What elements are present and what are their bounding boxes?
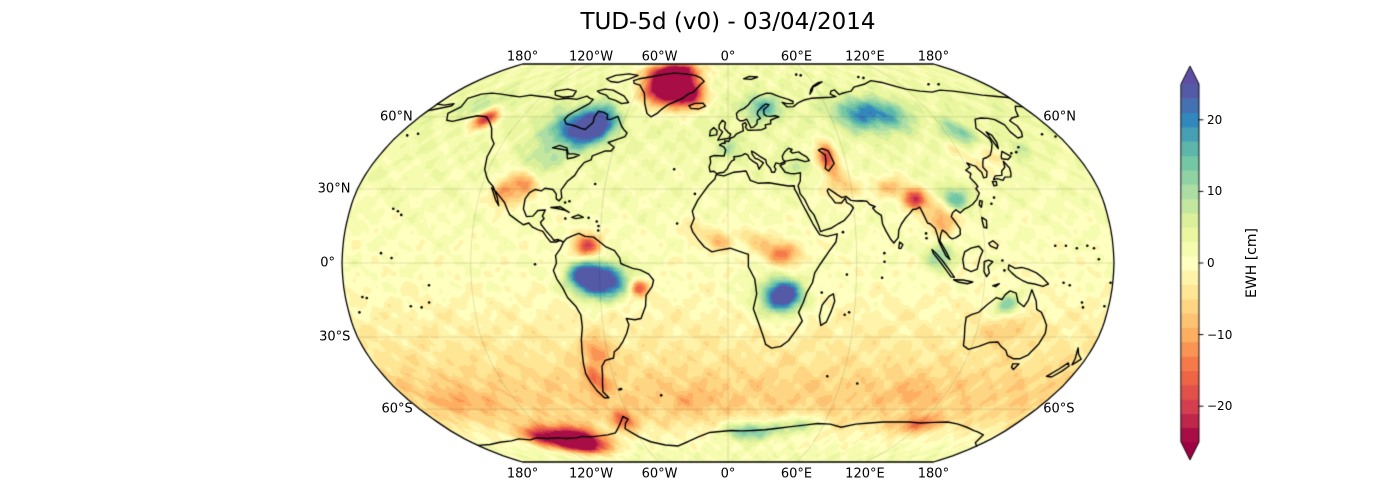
colorbar-label: EWH [cm]	[1244, 228, 1260, 298]
colorbar-tick-label: 10	[1207, 184, 1223, 199]
lon-tick-top: 120°E	[845, 49, 885, 65]
colorbar-tick-label: −20	[1207, 399, 1233, 414]
lat-tick-left: 30°S	[319, 329, 351, 345]
lon-tick-bottom: 180°	[506, 466, 539, 482]
lon-tick-bottom: 60°W	[641, 466, 678, 482]
lon-tick-bottom: 120°W	[568, 466, 614, 482]
lon-tick-top: 60°E	[780, 49, 813, 65]
lon-tick-bottom: 180°	[917, 466, 950, 482]
lat-tick-right: 60°N	[1043, 109, 1077, 125]
lon-tick-bottom: 60°E	[780, 466, 813, 482]
lat-tick-right: 60°S	[1043, 401, 1075, 417]
lat-tick-left: 30°N	[317, 181, 351, 197]
lat-tick-left: 60°N	[379, 109, 413, 125]
lon-tick-top: 180°	[917, 49, 950, 65]
lat-tick-left: 60°S	[381, 401, 413, 417]
lon-tick-bottom: 120°E	[845, 466, 885, 482]
plot-title: TUD-5d (v0) - 03/04/2014	[580, 9, 876, 35]
colorbar-tick-label: 0	[1207, 256, 1215, 270]
colorbar-tick-label: 20	[1207, 112, 1223, 127]
lat-tick-left: 0°	[320, 255, 335, 271]
lon-tick-top: 60°W	[641, 49, 678, 65]
colorbar-tick-label: −10	[1207, 327, 1233, 342]
lon-tick-top: 0°	[720, 49, 736, 65]
lon-tick-top: 180°	[506, 49, 539, 65]
lon-tick-bottom: 0°	[720, 466, 736, 482]
lon-tick-top: 120°W	[568, 49, 614, 65]
